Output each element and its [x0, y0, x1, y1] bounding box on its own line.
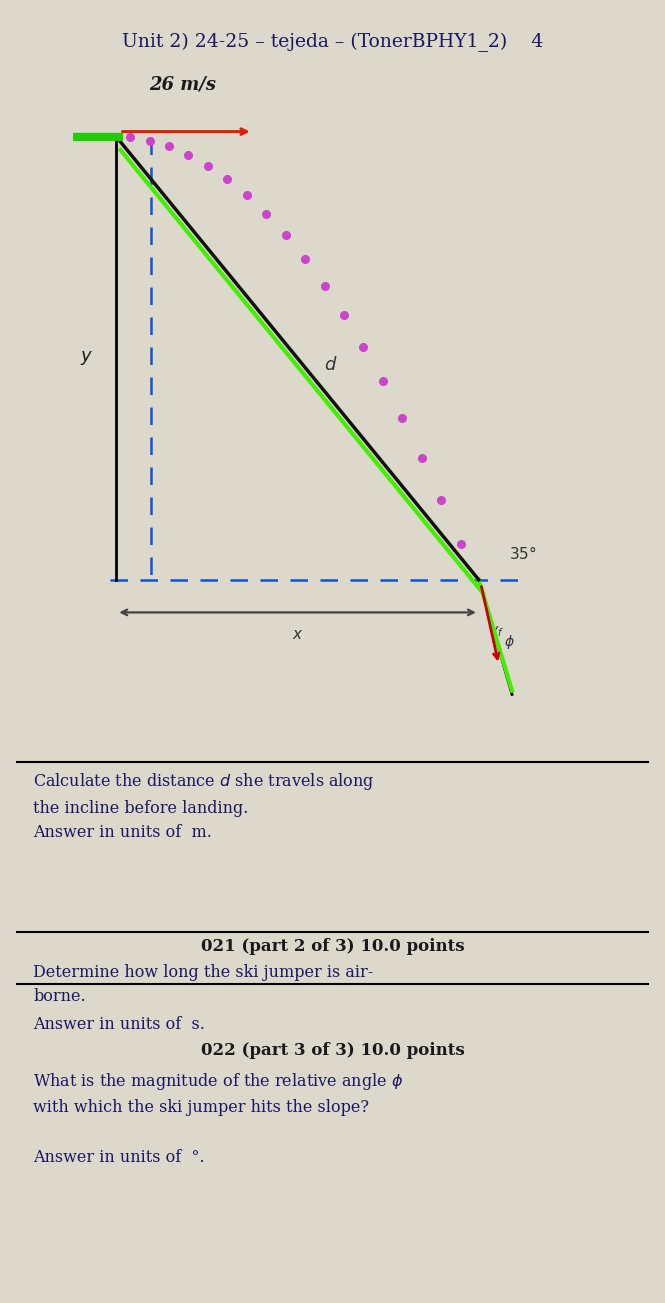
Text: $35°$: $35°$	[509, 545, 537, 563]
Text: $d$: $d$	[324, 356, 338, 374]
Text: Determine how long the ski jumper is air-
borne.: Determine how long the ski jumper is air…	[33, 964, 374, 1006]
Text: Answer in units of  s.: Answer in units of s.	[33, 1016, 205, 1033]
Text: Calculate the distance $d$ she travels along
the incline before landing.
Answer : Calculate the distance $d$ she travels a…	[33, 771, 375, 840]
Text: 021 (part 2 of 3) 10.0 points: 021 (part 2 of 3) 10.0 points	[201, 938, 464, 955]
Text: 022 (part 3 of 3) 10.0 points: 022 (part 3 of 3) 10.0 points	[201, 1042, 464, 1059]
Text: Unit 2) 24-25 – tejeda – (TonerBPHY1_2)    4: Unit 2) 24-25 – tejeda – (TonerBPHY1_2) …	[122, 33, 543, 52]
Text: 26 m/s: 26 m/s	[150, 76, 216, 94]
Text: What is the magnitude of the relative angle $\phi$
with which the ski jumper hit: What is the magnitude of the relative an…	[33, 1071, 403, 1117]
Text: $x$: $x$	[292, 628, 303, 642]
Text: $v_f$: $v_f$	[489, 624, 504, 640]
Text: $y$: $y$	[80, 349, 93, 367]
Text: Answer in units of  °.: Answer in units of °.	[33, 1149, 205, 1166]
Text: $\phi$: $\phi$	[504, 633, 515, 652]
